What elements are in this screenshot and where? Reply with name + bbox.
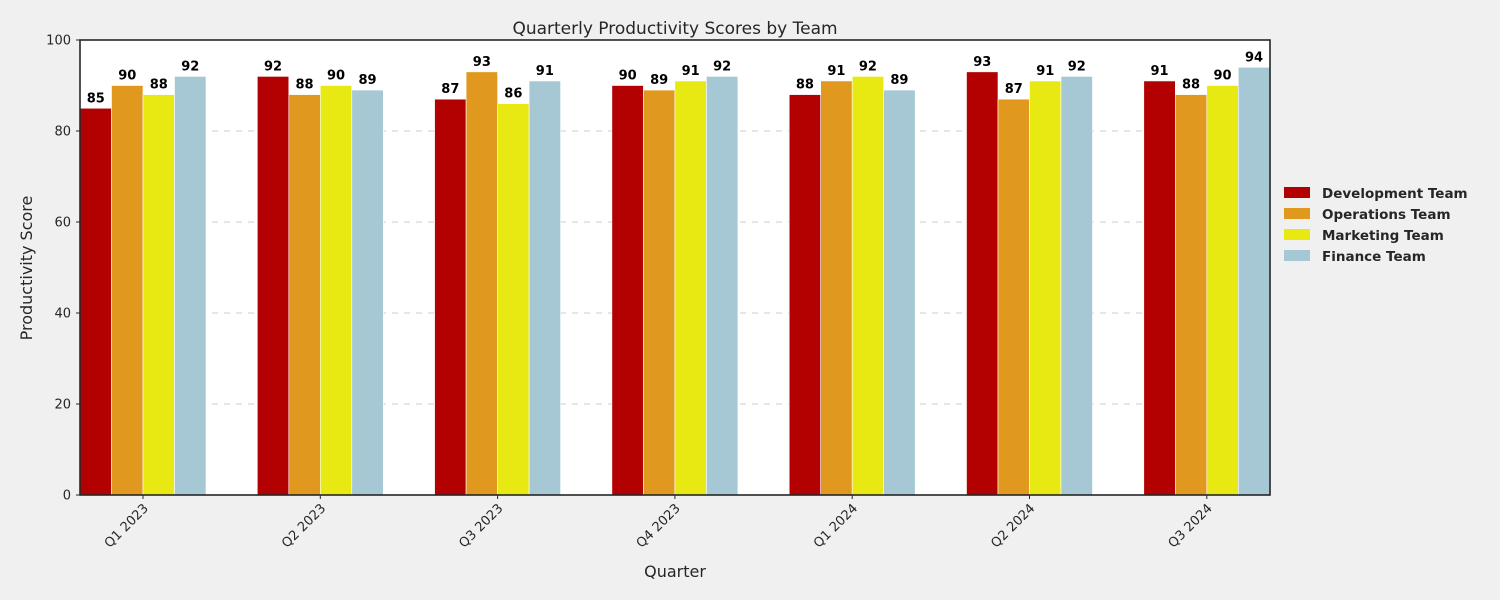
bar [142,94,175,496]
data-label: 92 [859,59,877,74]
data-label: 92 [264,59,282,74]
y-tick-label: 20 [54,398,71,413]
y-axis-ticks: 0 20 40 60 80 100 [46,34,80,504]
data-label: 85 [87,91,105,106]
legend-label: Marketing Team [1322,228,1444,244]
x-axis-ticks: Q1 2023 Q2 2023 Q3 2023 Q4 2023 Q1 2024 Q2 20… [102,495,1216,551]
x-tick-label: Q2 2023 [279,501,329,551]
legend-swatch [1284,250,1310,261]
bar [1143,80,1176,496]
data-label: 87 [441,82,459,97]
data-label: 87 [1005,82,1023,97]
legend: Development Team Operations Team Marketing… [1284,186,1468,265]
bar [706,76,739,496]
data-label: 90 [118,69,136,84]
bar [1060,76,1093,496]
y-axis-label: Productivity Score [17,196,36,341]
data-label: 93 [973,55,991,70]
x-tick-label: Q1 2024 [811,501,861,551]
bar [820,80,853,496]
x-tick-label: Q1 2023 [102,501,152,551]
bar [1029,80,1062,496]
data-label: 88 [150,78,168,93]
data-label: 91 [1151,64,1169,79]
legend-swatch [1284,208,1310,219]
bar [1206,85,1239,496]
bar [497,103,530,496]
bar [319,85,353,496]
data-label: 92 [1068,59,1086,74]
bar [288,94,321,496]
data-label: 90 [619,69,637,84]
bar [1175,94,1208,496]
data-label: 92 [713,59,731,74]
data-label: 91 [827,64,845,79]
bar [966,71,999,496]
data-label: 89 [650,73,668,88]
data-label: 92 [181,59,199,74]
y-tick-label: 40 [54,307,71,322]
bar [851,76,885,496]
legend-label: Development Team [1322,186,1468,202]
bar [528,80,561,496]
y-tick-label: 80 [54,125,71,140]
bar [434,98,467,496]
data-label: 88 [796,78,814,93]
data-label: 89 [359,73,377,88]
bar [611,85,644,496]
bar [256,76,290,496]
chart-title: Quarterly Productivity Scores by Team [512,19,837,39]
bar [1238,67,1271,496]
bar [674,80,707,496]
data-label: 94 [1245,50,1263,65]
data-label: 88 [296,78,314,93]
bar [174,76,207,496]
data-label: 91 [1036,64,1054,79]
data-label: 91 [536,64,554,79]
legend-label: Operations Team [1322,207,1451,223]
data-label: 88 [1182,78,1200,93]
data-label: 91 [682,64,700,79]
bars [79,67,1271,496]
x-tick-label: Q3 2024 [1166,501,1216,551]
bar [788,94,822,496]
legend-label: Finance Team [1322,249,1426,265]
bar [883,89,916,496]
bar [643,89,676,496]
y-tick-label: 0 [63,489,71,504]
data-label: 86 [504,87,522,102]
data-labels: 85 90 88 92 92 88 90 89 87 93 86 91 90 89 91 92 88 91 92 89… [87,50,1263,106]
data-label: 93 [473,55,491,70]
data-label: 90 [327,69,345,84]
bar [79,107,112,496]
y-tick-label: 60 [54,216,71,231]
y-tick-label: 100 [46,34,71,49]
bar [351,89,384,496]
x-tick-label: Q3 2023 [456,501,506,551]
x-tick-label: Q2 2024 [988,501,1038,551]
bar [997,98,1030,496]
legend-swatch [1284,229,1310,240]
bar [465,71,498,496]
x-axis-label: Quarter [644,562,706,581]
bar [111,85,144,496]
x-tick-label: Q4 2023 [634,501,684,551]
data-label: 89 [890,73,908,88]
data-label: 90 [1214,69,1232,84]
legend-swatch [1284,187,1310,198]
